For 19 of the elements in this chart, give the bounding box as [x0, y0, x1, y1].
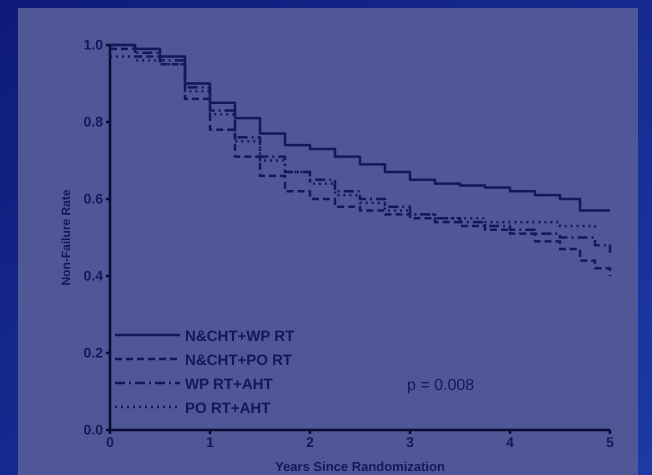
x-tick-label: 1	[206, 434, 214, 450]
legend-label: N&CHT+WP RT	[185, 328, 294, 345]
x-tick-label: 2	[306, 434, 314, 450]
y-tick-label: 0.6	[84, 190, 104, 206]
x-axis-title: Years Since Randomization	[275, 459, 445, 474]
legend-label: WP RT+AHT	[185, 376, 273, 393]
legend-label: N&CHT+PO RT	[185, 352, 292, 369]
x-tick-label: 5	[606, 434, 614, 450]
legend-label: PO RT+AHT	[185, 400, 270, 417]
x-tick-label: 4	[506, 434, 514, 450]
x-tick-label: 0	[106, 434, 114, 450]
y-axis-title: Non-Failure Rate	[59, 189, 73, 286]
y-tick-label: 1.0	[84, 36, 104, 52]
y-tick-label: 0.2	[84, 344, 104, 360]
y-tick-label: 0.8	[84, 113, 104, 130]
annotation: p = 0.008	[407, 377, 474, 394]
x-tick-label: 3	[406, 434, 414, 450]
y-tick-label: 0.4	[84, 267, 104, 284]
y-tick-label: 0.0	[84, 421, 104, 438]
